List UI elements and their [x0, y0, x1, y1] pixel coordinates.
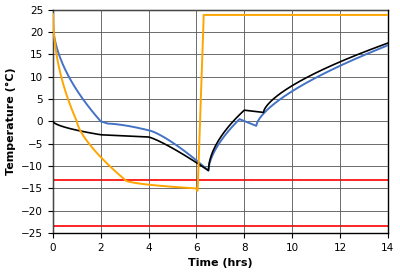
X-axis label: Time (hrs): Time (hrs) — [188, 258, 253, 269]
Y-axis label: Temperature (°C): Temperature (°C) — [6, 68, 16, 175]
